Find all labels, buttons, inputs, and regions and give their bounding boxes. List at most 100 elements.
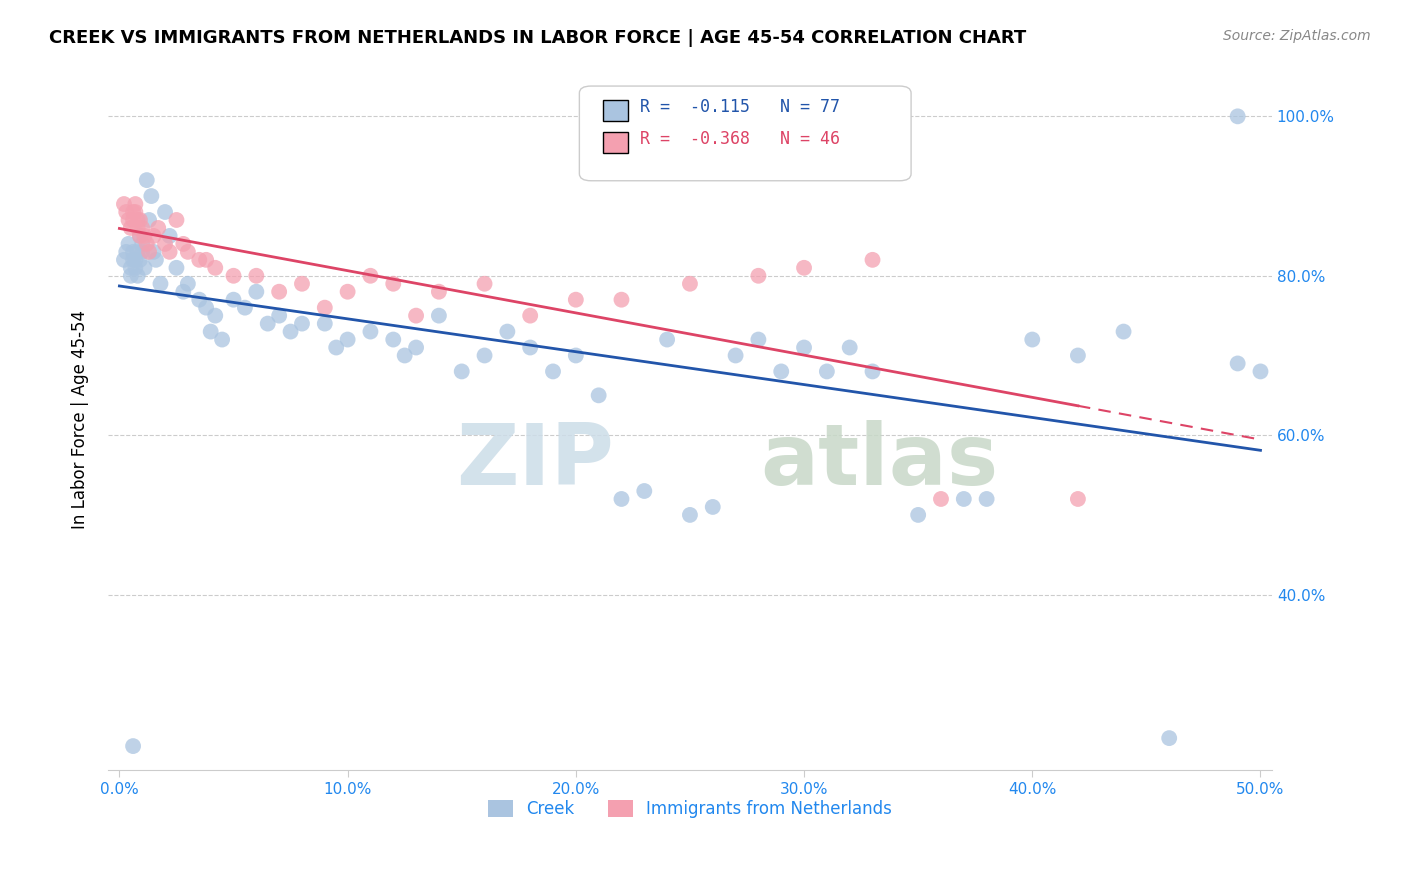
Point xyxy=(565,349,588,363)
Point xyxy=(519,309,541,323)
Point xyxy=(724,349,747,363)
Point xyxy=(122,739,145,753)
Point xyxy=(124,197,146,211)
Point xyxy=(129,213,152,227)
Point xyxy=(131,244,153,259)
Point xyxy=(1159,731,1181,745)
Point xyxy=(907,508,929,522)
Point xyxy=(127,268,149,283)
Legend: Creek, Immigrants from Netherlands: Creek, Immigrants from Netherlands xyxy=(481,793,898,825)
Point xyxy=(702,500,724,514)
Point xyxy=(129,252,152,267)
Point xyxy=(127,244,149,259)
Point xyxy=(149,277,172,291)
Point xyxy=(200,325,222,339)
Point xyxy=(976,491,998,506)
Text: Source: ZipAtlas.com: Source: ZipAtlas.com xyxy=(1223,29,1371,43)
Point xyxy=(129,228,152,243)
Point xyxy=(565,293,588,307)
Point xyxy=(519,341,541,355)
Point xyxy=(405,309,427,323)
Point xyxy=(159,228,181,243)
Point xyxy=(166,213,188,227)
Point xyxy=(142,228,165,243)
Point xyxy=(474,349,496,363)
Point xyxy=(336,333,359,347)
Point xyxy=(610,293,633,307)
Point xyxy=(382,333,405,347)
Point xyxy=(120,221,142,235)
Point xyxy=(359,268,381,283)
Point xyxy=(747,333,769,347)
Point xyxy=(496,325,519,339)
Text: atlas: atlas xyxy=(759,420,998,503)
FancyBboxPatch shape xyxy=(579,86,911,181)
Point xyxy=(1067,349,1090,363)
Point xyxy=(427,285,450,299)
Point xyxy=(314,317,336,331)
Point xyxy=(148,221,170,235)
Point xyxy=(134,228,156,243)
Point xyxy=(405,341,427,355)
Point xyxy=(153,205,176,219)
Point xyxy=(188,293,211,307)
Point xyxy=(541,364,564,378)
Point xyxy=(204,260,226,275)
Point xyxy=(1226,109,1249,123)
Point xyxy=(195,252,218,267)
Point xyxy=(952,491,974,506)
Point xyxy=(122,213,145,227)
Point xyxy=(679,508,702,522)
Point xyxy=(233,301,256,315)
Point xyxy=(222,268,245,283)
Point xyxy=(145,252,167,267)
Point xyxy=(815,364,838,378)
Point xyxy=(793,260,815,275)
Point xyxy=(177,277,200,291)
Point xyxy=(1021,333,1043,347)
Point xyxy=(325,341,347,355)
Point xyxy=(245,268,267,283)
Point xyxy=(269,309,291,323)
Point xyxy=(336,285,359,299)
Point xyxy=(747,268,769,283)
Point xyxy=(838,341,860,355)
Point xyxy=(588,388,610,402)
Point xyxy=(135,173,157,187)
Point xyxy=(280,325,302,339)
Point xyxy=(159,244,181,259)
Point xyxy=(633,483,655,498)
Point xyxy=(245,285,267,299)
Point xyxy=(793,341,815,355)
Point xyxy=(120,268,142,283)
Point xyxy=(115,244,138,259)
Point xyxy=(127,221,149,235)
Point xyxy=(120,260,142,275)
FancyBboxPatch shape xyxy=(603,100,628,121)
Point xyxy=(115,205,138,219)
Point xyxy=(450,364,472,378)
Point xyxy=(427,309,450,323)
Point xyxy=(195,301,218,315)
Point xyxy=(122,244,145,259)
Point xyxy=(929,491,952,506)
Point xyxy=(188,252,211,267)
Point xyxy=(124,252,146,267)
Point xyxy=(122,252,145,267)
Point xyxy=(135,236,157,251)
Point xyxy=(655,333,678,347)
Text: CREEK VS IMMIGRANTS FROM NETHERLANDS IN LABOR FORCE | AGE 45-54 CORRELATION CHAR: CREEK VS IMMIGRANTS FROM NETHERLANDS IN … xyxy=(49,29,1026,46)
Point xyxy=(1250,364,1272,378)
Point xyxy=(172,285,194,299)
Point xyxy=(153,236,176,251)
Y-axis label: In Labor Force | Age 45-54: In Labor Force | Age 45-54 xyxy=(72,310,89,529)
Point xyxy=(382,277,405,291)
Point xyxy=(131,236,153,251)
Point xyxy=(138,213,160,227)
Point xyxy=(222,293,245,307)
Point xyxy=(112,252,135,267)
Point xyxy=(359,325,381,339)
Point xyxy=(131,221,153,235)
Point xyxy=(291,317,314,331)
Point xyxy=(127,213,149,227)
